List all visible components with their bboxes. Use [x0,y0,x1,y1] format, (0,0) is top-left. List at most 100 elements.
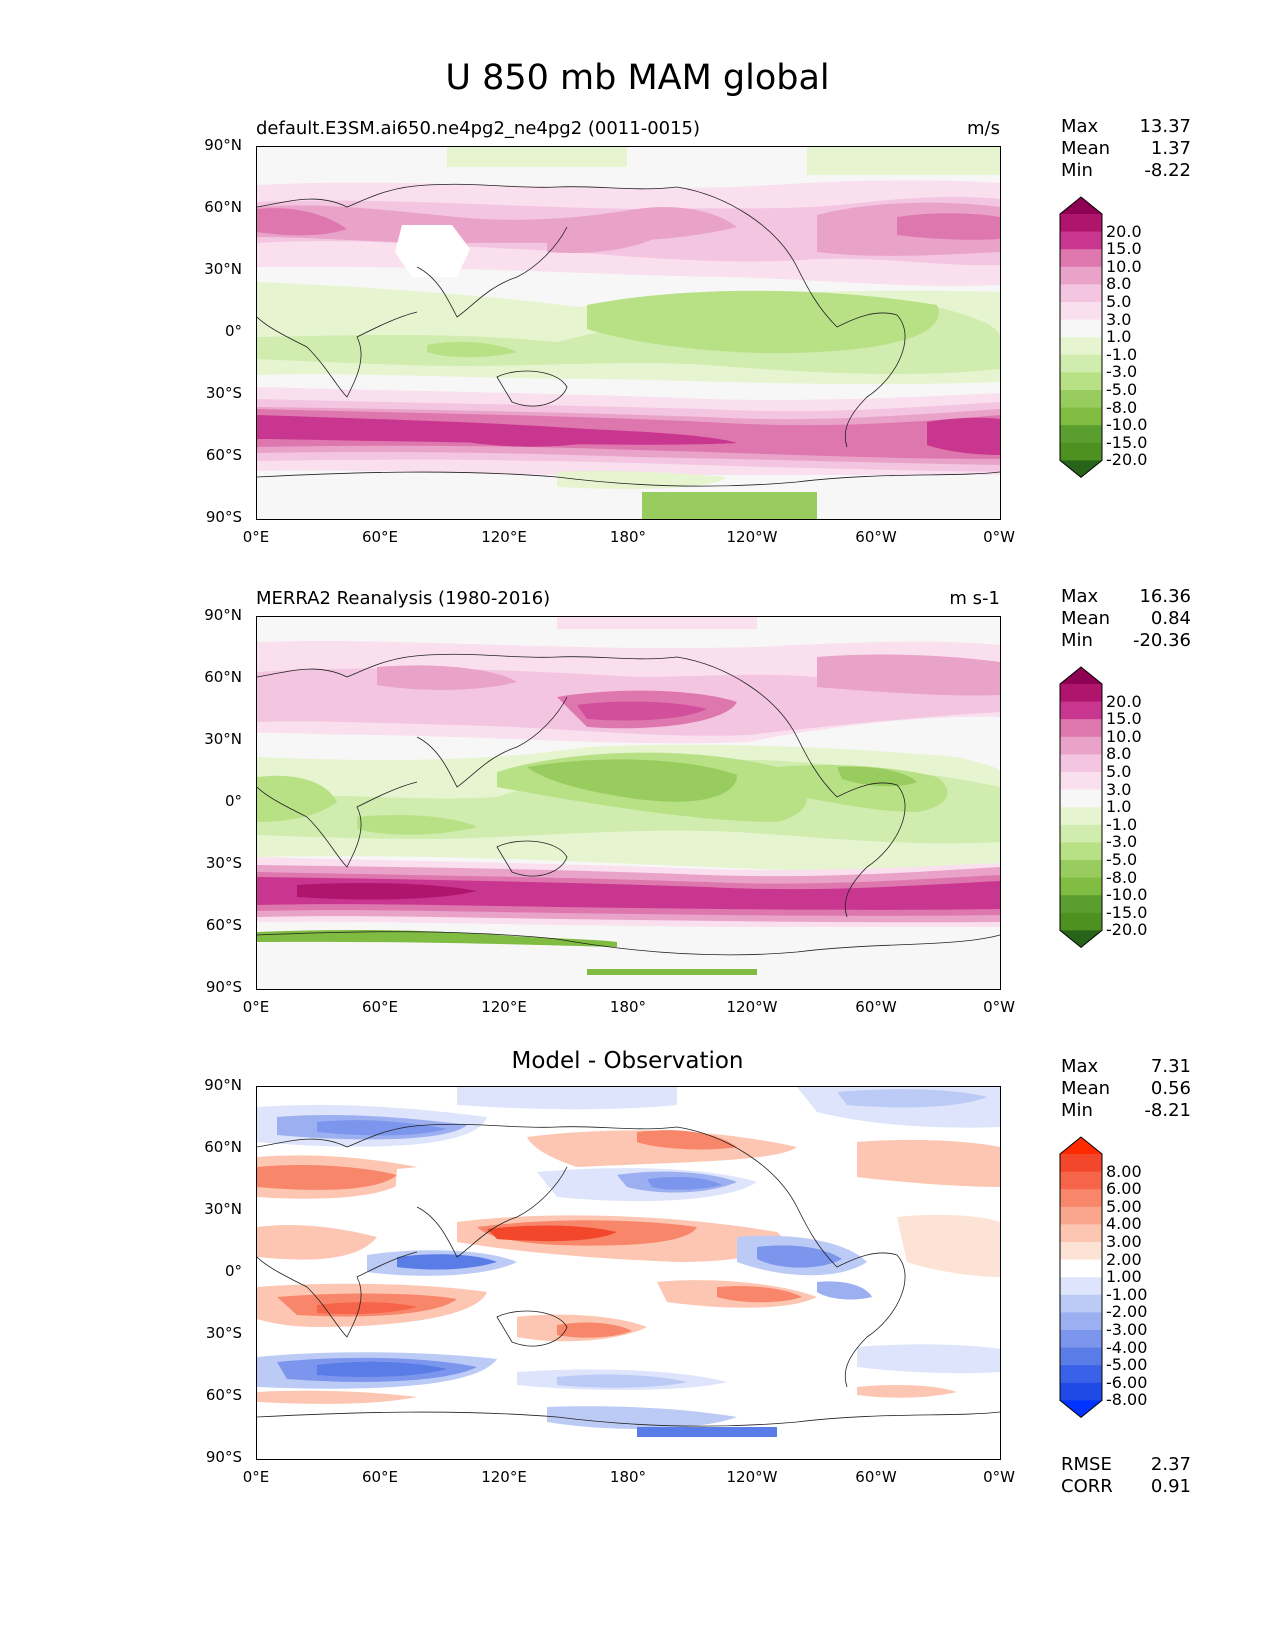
colorbar-bin [1060,354,1102,373]
xtick-label: 60°E [361,1468,399,1486]
stat-value: 1.37 [1150,138,1191,159]
colorbar [1059,666,1103,949]
colorbar-bin [1060,877,1102,896]
colorbar-tick-label: 8.00 [1106,1161,1142,1181]
ytick-label: 0° [224,1262,242,1280]
colorbar-extend-min [1060,930,1102,948]
map-obs-field [257,617,1000,989]
colorbar-bin [1060,701,1102,720]
stat-label: Min [1061,1100,1093,1121]
xtick-label: 0°E [242,528,270,546]
stat-value: -20.36 [1132,630,1191,651]
colorbar-tick-label: 3.0 [1106,779,1132,799]
stat-value: 0.91 [1150,1476,1191,1497]
colorbar-bin [1060,1242,1102,1261]
colorbar-tick-label: 15.0 [1106,709,1142,729]
ytick-label: 60°N [204,198,242,216]
xtick-label: 0°E [242,1468,270,1486]
ytick-label: 30°S [205,384,242,402]
colorbar-tick-label: -3.0 [1106,362,1138,382]
rmse-corr-block: RMSE 2.37 CORR 0.91 [1061,1454,1191,1498]
colorbar-tick-label: -10.0 [1106,885,1148,905]
colorbar-bin [1060,754,1102,773]
stat-label: Min [1061,630,1093,651]
colorbar-bin [1060,407,1102,426]
colorbar-bin [1060,807,1102,826]
colorbar-bin [1060,284,1102,303]
colorbar-tick-label: 3.0 [1106,309,1132,329]
colorbar-bin [1060,1189,1102,1208]
colorbar-bin [1060,1171,1102,1190]
stat-value: 7.31 [1150,1056,1191,1077]
xtick-label: 180° [609,998,647,1016]
colorbar-tick-label: -6.00 [1106,1372,1148,1392]
stats-block: Max 7.31 Mean 0.56 Min -8.21 [1061,1056,1191,1122]
ytick-label: 30°N [204,1200,242,1218]
stat-value: -8.22 [1144,160,1191,181]
colorbar-tick-label: -5.0 [1106,850,1138,869]
xtick-label: 60°W [855,1468,897,1486]
ytick-label: 60°N [204,1138,242,1156]
colorbar-bin [1060,249,1102,268]
colorbar-tick-label: -15.0 [1106,902,1148,922]
colorbar-bin [1060,337,1102,356]
ytick-label: 90°N [204,136,242,154]
ytick-label: 30°N [204,730,242,748]
colorbar-bin [1060,842,1102,861]
colorbar-bin [1060,1365,1102,1384]
colorbar-tick-label: -10.0 [1106,415,1148,435]
colorbar-tick-label: -20.0 [1106,450,1148,470]
colorbar-bin [1060,442,1102,461]
colorbar-outline [1059,1136,1103,1419]
colorbar-tick-label: 5.00 [1106,1196,1142,1216]
colorbar-bin [1060,266,1102,285]
stat-value: 16.36 [1139,586,1191,607]
colorbar-bin [1060,1294,1102,1313]
ytick-label: 90°S [205,508,242,526]
colorbar-tick-label: 15.0 [1106,239,1142,259]
map-model [256,146,1001,520]
colorbar-tick-label: -8.00 [1106,1390,1148,1410]
figure-title: U 850 mb MAM global [445,58,830,98]
colorbar-bin [1060,1277,1102,1296]
panel-units: m/s [967,118,1000,139]
colorbar-tick-label: 1.00 [1106,1267,1142,1287]
colorbar-tick-label: 8.0 [1106,744,1132,764]
colorbar-bin [1060,231,1102,250]
colorbar-extend-min [1060,460,1102,478]
colorbar-tick-label: -20.0 [1106,920,1148,940]
panel-obs: MERRA2 Reanalysis (1980-2016) m s-1 [0,586,1275,1046]
xtick-label: 120°W [726,998,778,1016]
colorbar-bin [1060,1312,1102,1331]
colorbar-tick-label: 10.0 [1106,726,1142,746]
ytick-label: 60°S [205,1386,242,1404]
xtick-label: 120°E [481,528,527,546]
xtick-label: 60°W [855,998,897,1016]
colorbar [1059,1136,1103,1419]
colorbar-tick-label: -1.0 [1106,814,1138,834]
stat-label: CORR [1061,1476,1113,1497]
colorbar [1059,196,1103,479]
xtick-label: 180° [609,1468,647,1486]
stats-block: Max 13.37 Mean 1.37 Min -8.22 [1061,116,1191,182]
colorbar-bin [1060,1259,1102,1278]
colorbar-outline [1059,196,1103,479]
colorbar-extend-min [1060,1400,1102,1418]
stat-value: 0.84 [1150,608,1191,629]
ytick-label: 0° [224,322,242,340]
colorbar-bin [1060,719,1102,738]
colorbar-bin [1060,1382,1102,1401]
ytick-label: 60°N [204,668,242,686]
stat-label: Max [1061,1056,1099,1077]
colorbar-extend-max [1060,1137,1102,1154]
colorbar-bin [1060,1206,1102,1225]
colorbar-bin [1060,425,1102,444]
colorbar-bin [1060,895,1102,914]
colorbar-tick-label: -5.0 [1106,380,1138,399]
xtick-label: 60°E [361,528,399,546]
ytick-label: 60°S [205,916,242,934]
panel-title-center: Model - Observation [511,1048,744,1074]
colorbar-tick-label: -1.00 [1106,1284,1148,1304]
colorbar-tick-label: 1.0 [1106,797,1132,817]
colorbar-bin [1060,302,1102,321]
